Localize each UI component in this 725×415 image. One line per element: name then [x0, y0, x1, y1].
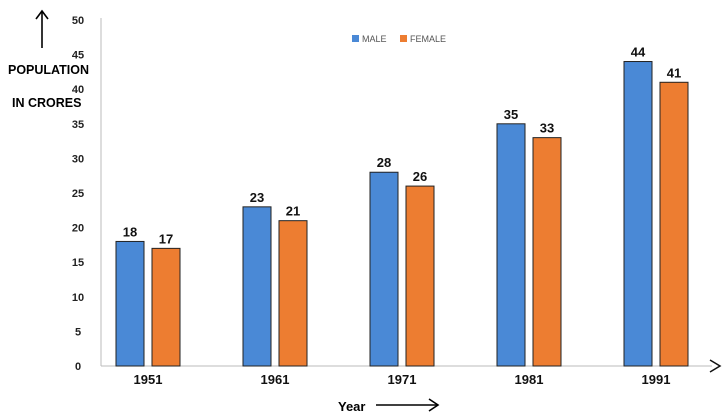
category-labels: 1951 1961 1971 1981 1991 — [134, 372, 671, 387]
y-tick-label: 25 — [72, 188, 84, 200]
y-tick-label: 40 — [72, 84, 84, 96]
data-label: 33 — [540, 121, 554, 136]
bar-male — [369, 171, 399, 367]
bar-female — [151, 247, 181, 367]
x-tick-label: 1981 — [515, 372, 544, 387]
data-label: 23 — [250, 190, 264, 205]
bar-female — [278, 220, 308, 367]
data-label: 18 — [123, 224, 137, 239]
data-label: 41 — [667, 65, 681, 80]
data-label: 26 — [413, 169, 427, 184]
y-tick-label: 5 — [75, 326, 81, 338]
legend-swatch-male — [352, 35, 359, 42]
bar-male — [623, 61, 653, 367]
y-axis-title-line2: IN CRORES — [12, 96, 81, 110]
y-tick-label: 35 — [72, 119, 84, 131]
y-tick-label: 10 — [72, 292, 84, 304]
x-title-arrow-icon — [376, 398, 440, 412]
y-tick-label: 20 — [72, 223, 84, 235]
y-axis-title-line1: POPULATION — [8, 63, 89, 77]
bar-male — [242, 206, 272, 367]
legend: MALE FEMALE — [352, 34, 446, 44]
y-tick-label: 45 — [72, 50, 84, 62]
data-label: 28 — [377, 155, 391, 170]
data-label: 44 — [631, 45, 646, 60]
data-label: 35 — [504, 107, 518, 122]
bar-male — [115, 240, 145, 367]
data-label: 21 — [286, 204, 300, 219]
bars — [115, 61, 689, 367]
y-tick-label: 50 — [72, 15, 84, 27]
x-axis-title: Year — [338, 399, 365, 414]
y-tick-label: 30 — [72, 153, 84, 165]
legend-swatch-female — [400, 35, 407, 42]
x-axis-arrow-icon — [709, 359, 722, 373]
x-tick-label: 1951 — [134, 372, 163, 387]
x-tick-label: 1991 — [642, 372, 671, 387]
data-labels: 18 17 23 21 28 26 35 33 44 41 — [123, 45, 681, 247]
bar-female — [659, 81, 689, 367]
x-tick-label: 1971 — [388, 372, 417, 387]
x-tick-label: 1961 — [261, 372, 290, 387]
data-label: 17 — [159, 231, 173, 246]
y-axis-arrow-icon — [35, 9, 49, 48]
bar-female — [405, 185, 435, 367]
legend-label-female: FEMALE — [410, 34, 446, 44]
y-tick-label: 0 — [75, 361, 81, 373]
bar-male — [496, 123, 526, 367]
bar-female — [532, 137, 562, 367]
legend-label-male: MALE — [362, 34, 387, 44]
y-tick-label: 15 — [72, 257, 84, 269]
y-axis-ticks: 0 5 10 15 20 25 30 35 40 45 50 — [72, 15, 84, 373]
